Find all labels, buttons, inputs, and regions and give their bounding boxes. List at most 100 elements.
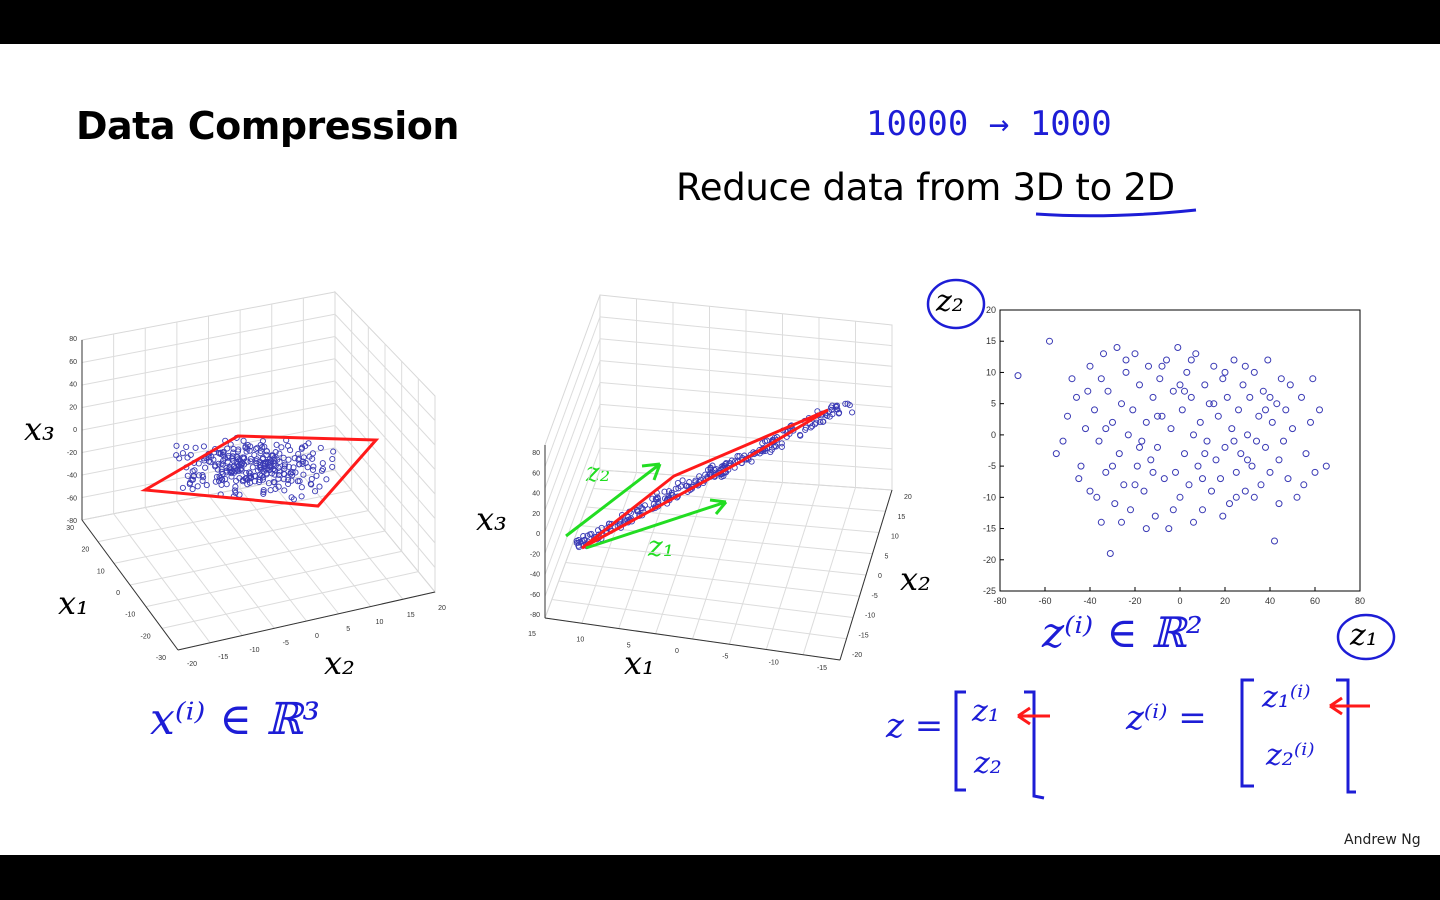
plot1-data-point bbox=[305, 440, 312, 447]
plot2-data-point bbox=[652, 495, 659, 502]
plot2-data-point bbox=[728, 457, 735, 464]
plot1-x1-tick-label: -30 bbox=[156, 655, 166, 662]
plot1-data-point bbox=[233, 477, 240, 484]
plot3-y-tick-label: 5 bbox=[991, 399, 996, 409]
plot1-x1-tick-label: 20 bbox=[82, 547, 90, 554]
plot1-data-point bbox=[329, 455, 336, 463]
plot1-data-point bbox=[309, 466, 317, 473]
plot3-data-point bbox=[1102, 425, 1110, 433]
plot2-data-point bbox=[835, 410, 842, 417]
green-z2-label: z₂ bbox=[586, 458, 611, 488]
plot1-data-point bbox=[270, 466, 277, 473]
plot3-data-point bbox=[1271, 537, 1278, 545]
plot3-data-point bbox=[1097, 375, 1105, 383]
plot1-data-point bbox=[276, 450, 283, 457]
plot1-data-point bbox=[195, 460, 202, 467]
plot1-data-point bbox=[329, 463, 336, 470]
plot1-data-point bbox=[194, 483, 201, 490]
plot1-data-point bbox=[213, 473, 220, 480]
plot2-x1-tick-label: 5 bbox=[627, 642, 631, 649]
plot3-data-point bbox=[1309, 375, 1317, 383]
plot3-data-point bbox=[1187, 393, 1195, 401]
plot3-data-point bbox=[1230, 437, 1238, 445]
plot3-data-point bbox=[1160, 475, 1168, 483]
plot3-data-point bbox=[1259, 387, 1267, 395]
plot3-data-point bbox=[1190, 518, 1197, 526]
plot3-data-point bbox=[1223, 393, 1231, 401]
plot2-data-point bbox=[672, 485, 679, 492]
plot3-data-point bbox=[1239, 381, 1247, 389]
plot3-data-point bbox=[1250, 368, 1258, 376]
plot1-data-point bbox=[261, 443, 268, 450]
plot1-data-point bbox=[285, 476, 292, 483]
plot2-green-arrow-z2 bbox=[565, 462, 662, 538]
plot2-data-point bbox=[797, 432, 804, 439]
plot1-data-point bbox=[285, 456, 292, 463]
plot1-data-point bbox=[308, 481, 315, 488]
plot3-data-point bbox=[1136, 443, 1143, 451]
plot3-data-point bbox=[1154, 443, 1161, 451]
z-vector-entry-2: z₂ bbox=[974, 746, 1002, 781]
plot1-z-tick-label: 60 bbox=[69, 359, 77, 366]
plot1-x1-label: x₁ bbox=[58, 584, 89, 622]
plot3-data-point bbox=[1131, 481, 1139, 489]
plot3-data-point bbox=[1140, 487, 1148, 495]
plot1-x2-tick-label: 20 bbox=[438, 605, 446, 612]
plot2-x1-tick-label: -10 bbox=[769, 659, 779, 666]
plot1-data-point bbox=[233, 459, 240, 466]
plot3-x-tick-label: -80 bbox=[993, 596, 1006, 606]
plot1-gridlines bbox=[81, 298, 436, 651]
plot1-data-point bbox=[316, 483, 323, 490]
plot3-data-point bbox=[1181, 450, 1188, 458]
plot3-data-point bbox=[1316, 406, 1323, 414]
plot3-data-point bbox=[1118, 518, 1125, 526]
plot2-z-tick-label: 20 bbox=[532, 511, 540, 518]
plot2-z-tick-label: -40 bbox=[530, 572, 540, 579]
letterbox-top bbox=[0, 0, 1440, 44]
plot1-data-point bbox=[219, 461, 226, 468]
zi-vector-entry-2: z₂⁽ⁱ⁾ bbox=[1266, 738, 1315, 773]
plot1-data-point bbox=[312, 488, 319, 495]
plot3-data-point bbox=[1124, 431, 1132, 439]
plot1-data-point bbox=[330, 448, 337, 455]
plot3-data-point bbox=[1073, 393, 1080, 401]
plot2-x2-tick-label: -10 bbox=[865, 613, 875, 620]
plot1-data-point bbox=[281, 465, 288, 472]
plot1-data-point bbox=[263, 451, 270, 458]
plot2-x2-tick-label: 20 bbox=[904, 494, 912, 501]
plot3-data-point bbox=[1275, 500, 1283, 508]
plot2-data-point bbox=[665, 493, 672, 500]
plot1-x2-tick-label: 0 bbox=[315, 633, 319, 640]
plot3-x-tick-label: -40 bbox=[1083, 596, 1096, 606]
plot3-data-point bbox=[1194, 462, 1202, 470]
plot2-x2-tick-label: 5 bbox=[885, 553, 889, 560]
plot1-data-point bbox=[218, 468, 225, 475]
plot1-data-point bbox=[184, 472, 191, 479]
plot1-data-point bbox=[296, 478, 303, 485]
plot3-data-point bbox=[1163, 356, 1170, 364]
plot3-y-tick-label: -10 bbox=[983, 492, 996, 502]
plot2-x1-label: x₁ bbox=[624, 644, 655, 682]
plot1-data-point bbox=[267, 487, 274, 494]
plot3-data-point bbox=[1266, 393, 1274, 401]
plot3-data-point bbox=[1322, 462, 1330, 470]
plot3-x-tick-label: -20 bbox=[1128, 596, 1141, 606]
plot1-data-point bbox=[199, 472, 206, 479]
plot1-data-point bbox=[252, 445, 259, 452]
z1-circle-mark bbox=[1336, 613, 1396, 661]
plot3-data-point bbox=[1185, 481, 1193, 489]
plot3-data-point bbox=[1082, 425, 1089, 433]
plot1-data-point bbox=[291, 455, 298, 462]
dims-from: 10000 bbox=[866, 104, 969, 144]
z-vector-lhs: z = bbox=[886, 706, 944, 746]
plot3-y-tick-label: 15 bbox=[986, 336, 996, 346]
slide-subtitle: Reduce data from 3D to 2D bbox=[676, 166, 1175, 209]
plot1-x3-label: x₃ bbox=[24, 410, 55, 448]
plot1-x1-ticks: 30 20 10 0 -10 -20 -30 bbox=[66, 525, 166, 662]
plot2-data-point bbox=[584, 532, 591, 539]
plot1-data-point bbox=[266, 456, 273, 463]
plot1-data-point bbox=[243, 448, 250, 455]
plot2-data-point bbox=[621, 517, 628, 524]
plot1-data-point bbox=[290, 464, 297, 471]
plot1-data-point bbox=[318, 467, 325, 474]
